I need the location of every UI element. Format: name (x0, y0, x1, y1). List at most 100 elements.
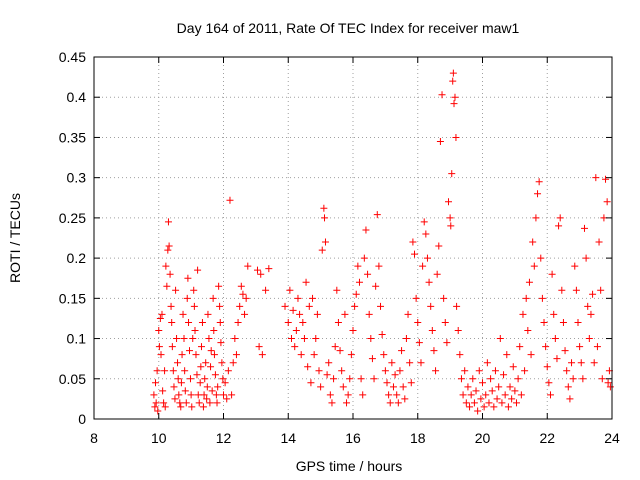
data-point (191, 327, 199, 335)
data-point (157, 351, 165, 359)
data-point (167, 302, 175, 310)
data-point (435, 242, 443, 250)
data-point (164, 218, 172, 226)
data-point (173, 335, 181, 343)
data-point (176, 399, 184, 407)
data-point (174, 359, 182, 367)
data-point (519, 310, 527, 318)
data-point (604, 379, 612, 387)
data-point (385, 391, 393, 399)
data-point (420, 218, 428, 226)
data-point (217, 339, 225, 347)
data-point (162, 262, 170, 270)
data-point (483, 359, 491, 367)
data-point (326, 391, 334, 399)
data-point (569, 375, 577, 383)
data-point (529, 238, 537, 246)
data-point (221, 379, 229, 387)
data-point (165, 242, 173, 250)
data-point (177, 379, 185, 387)
data-point (380, 351, 388, 359)
data-point (428, 327, 436, 335)
data-point (315, 367, 323, 375)
data-point (406, 359, 414, 367)
data-point (328, 399, 336, 407)
data-point (186, 375, 194, 383)
data-point (200, 391, 208, 399)
x-tick-label: 16 (345, 430, 361, 446)
data-point (181, 367, 189, 375)
data-point (511, 387, 519, 395)
data-point (360, 254, 368, 262)
data-point (223, 395, 231, 403)
data-point (224, 367, 232, 375)
data-point (186, 347, 194, 355)
data-point (325, 359, 333, 367)
data-point (542, 343, 550, 351)
data-point (159, 387, 167, 395)
x-tick-label: 12 (216, 430, 232, 446)
data-point (349, 327, 357, 335)
data-point (164, 246, 172, 254)
data-point (402, 335, 410, 343)
data-point (383, 379, 391, 387)
data-point (161, 367, 169, 375)
data-point (538, 294, 546, 302)
data-point (551, 335, 559, 343)
data-point (593, 343, 601, 351)
data-point (475, 367, 483, 375)
data-point (448, 170, 456, 178)
data-point (195, 399, 203, 407)
data-point (443, 339, 451, 347)
data-point (590, 359, 598, 367)
data-point (228, 391, 236, 399)
data-point (388, 359, 396, 367)
data-point (577, 359, 585, 367)
data-point (508, 395, 516, 403)
data-point (312, 335, 320, 343)
data-point (333, 286, 341, 294)
y-tick-label: 0.15 (59, 290, 86, 306)
data-point (211, 371, 219, 379)
data-point (179, 310, 187, 318)
data-point (190, 286, 198, 294)
data-point (291, 343, 299, 351)
data-point (438, 91, 446, 99)
data-point (456, 351, 464, 359)
data-point (574, 318, 582, 326)
data-point (199, 403, 207, 411)
data-point (344, 391, 352, 399)
data-point (292, 327, 300, 335)
data-point (307, 379, 315, 387)
data-point (449, 69, 457, 77)
data-point (467, 391, 475, 399)
data-point (394, 399, 402, 407)
data-point (559, 318, 567, 326)
data-point (532, 214, 540, 222)
data-point (160, 399, 168, 407)
data-point (154, 407, 162, 415)
data-point (175, 391, 183, 399)
data-point (202, 359, 210, 367)
data-point (215, 282, 223, 290)
y-tick-label: 0.4 (67, 89, 87, 105)
data-point (474, 407, 482, 415)
data-point (568, 359, 576, 367)
data-point (411, 250, 419, 258)
data-point (354, 262, 362, 270)
data-point (453, 302, 461, 310)
data-point (452, 133, 460, 141)
data-point (556, 214, 564, 222)
data-point (231, 335, 239, 343)
data-point (185, 318, 193, 326)
data-point (430, 347, 438, 355)
data-point (152, 399, 160, 407)
data-point (534, 190, 542, 198)
data-point (336, 347, 344, 355)
data-point (339, 383, 347, 391)
data-point (242, 294, 250, 302)
data-point (589, 290, 597, 298)
data-point (166, 270, 174, 278)
data-point (553, 355, 561, 363)
